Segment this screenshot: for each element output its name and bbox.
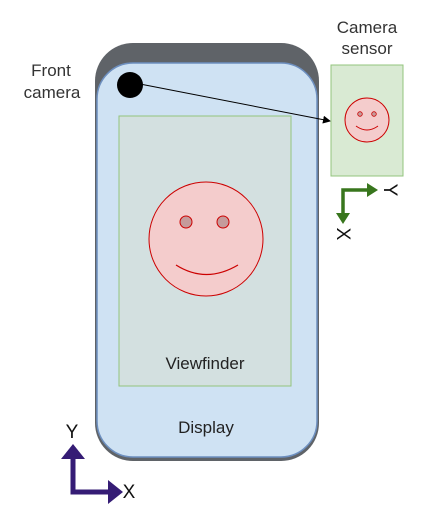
device-axis-x-label: X (123, 482, 136, 503)
sensor-axis-x-label: X (332, 228, 353, 241)
sensor-axis-y-label: Y (379, 184, 400, 197)
camera-sensor-label-line1: Camera (337, 18, 398, 37)
sensor-axes (336, 183, 378, 224)
front-camera-label-line2: camera (24, 83, 81, 102)
device-axis-y-label: Y (66, 422, 79, 443)
viewfinder-label: Viewfinder (165, 354, 244, 373)
viewfinder-smiley-face-icon (148, 181, 264, 297)
camera-sensor-label-line2: sensor (341, 39, 392, 58)
display-label: Display (178, 418, 234, 437)
camera-to-sensor-arrow (139, 83, 331, 124)
front-camera-label-line1: Front (31, 61, 71, 80)
device-axes (61, 444, 123, 504)
sensor-smiley-face-icon (344, 97, 390, 143)
front-camera-dot (117, 72, 143, 98)
